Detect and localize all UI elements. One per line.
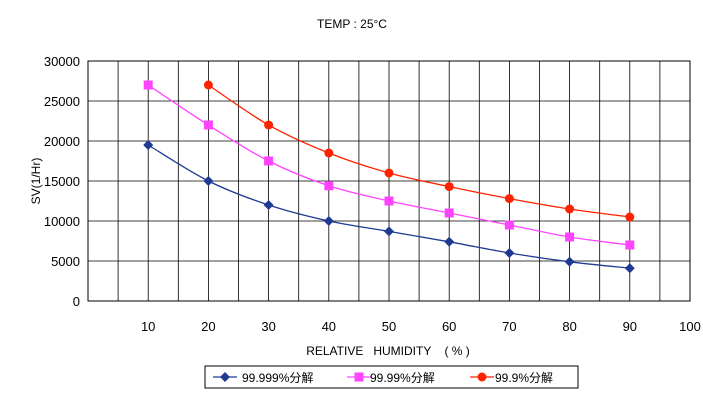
data-point — [565, 204, 575, 214]
legend-label: 99.9%分解 — [495, 371, 553, 385]
data-point — [263, 200, 274, 210]
y-axis-label: SV(1/Hr) — [29, 158, 43, 205]
data-point — [323, 216, 334, 226]
data-point — [143, 80, 153, 90]
data-point — [444, 208, 454, 218]
data-point — [384, 196, 394, 206]
legend-entry: 99.999%分解 — [213, 371, 313, 385]
x-tick-label: 60 — [442, 319, 456, 334]
x-tick-label: 50 — [382, 319, 396, 334]
x-tick-label: 40 — [322, 319, 336, 334]
data-point — [564, 256, 575, 267]
x-tick-label: 10 — [141, 319, 155, 334]
data-point — [504, 248, 515, 258]
data-point — [384, 168, 394, 178]
data-point — [384, 226, 394, 237]
data-point — [264, 120, 274, 130]
y-tick-labels: 0 5000 10000 15000 20000 25000 30000 — [44, 54, 80, 309]
data-point — [565, 232, 575, 242]
data-point — [324, 181, 334, 191]
x-tick-labels: 10 20 30 40 50 60 70 80 90 100 — [141, 319, 701, 334]
legend: 99.999%分解 99.99%分解 99.9%分解 — [204, 365, 579, 389]
y-tick-label: 30000 — [44, 54, 80, 69]
legend-entry: 99.99%分解 — [347, 371, 435, 385]
legend-entry: 99.9%分解 — [470, 371, 553, 385]
y-tick-label: 0 — [73, 294, 80, 309]
y-tick-label: 5000 — [51, 254, 80, 269]
chart-title: TEMP : 25°C — [317, 17, 387, 31]
series-1 — [143, 140, 635, 274]
y-tick-label: 10000 — [44, 214, 80, 229]
data-point — [504, 220, 514, 230]
plot-area — [87, 60, 691, 302]
data-point — [324, 148, 334, 158]
data-point — [203, 176, 214, 186]
y-tick-label: 15000 — [44, 174, 80, 189]
legend-label: 99.999%分解 — [242, 371, 313, 385]
x-tick-label: 70 — [502, 319, 516, 334]
y-tick-label: 20000 — [44, 134, 80, 149]
legend-box — [204, 365, 579, 389]
data-point — [504, 194, 514, 204]
data-point — [203, 120, 213, 130]
x-axis-label: RELATIVE HUMIDITY ( % ) — [306, 344, 470, 358]
data-point — [444, 236, 455, 247]
series-3 — [203, 80, 635, 222]
data-point — [203, 80, 213, 90]
y-tick-label: 25000 — [44, 94, 80, 109]
data-point — [625, 240, 635, 250]
data-point — [143, 140, 154, 150]
legend-label: 99.99%分解 — [370, 371, 435, 385]
data-point — [625, 212, 635, 222]
data-point — [624, 263, 635, 274]
series-2 — [143, 80, 635, 250]
series-layer — [143, 80, 635, 274]
x-tick-label: 30 — [261, 319, 275, 334]
x-tick-label: 100 — [679, 319, 701, 334]
legend-marker — [354, 372, 364, 382]
data-point — [444, 182, 454, 192]
legend-marker — [220, 372, 230, 382]
legend-marker — [477, 372, 487, 382]
x-tick-label: 90 — [623, 319, 637, 334]
x-tick-label: 80 — [562, 319, 576, 334]
x-tick-label: 20 — [201, 319, 215, 334]
data-point — [264, 156, 274, 166]
